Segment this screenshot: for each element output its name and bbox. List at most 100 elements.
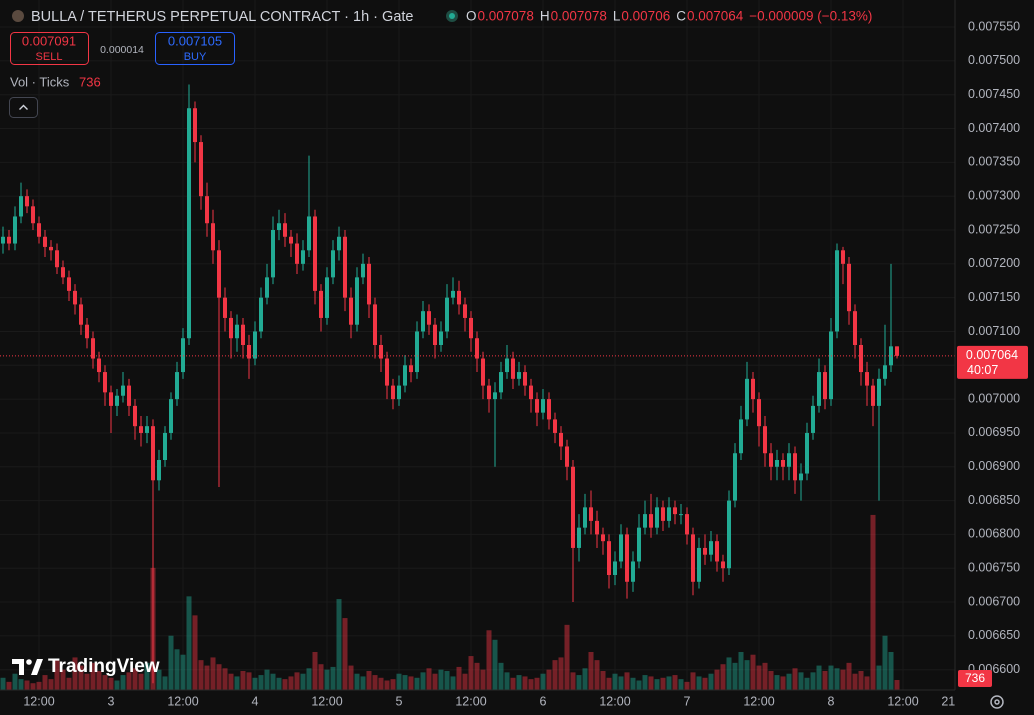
volume-bar [342,618,348,690]
candle-body [787,453,791,467]
ohlc-value: 0.00706 [621,9,670,24]
x-tick-label: 12:00 [23,694,54,708]
volume-badge-label: 736 [965,671,985,685]
candle-body [763,426,767,454]
gear-hub [994,699,1000,705]
volume-bar [582,668,588,690]
candle-body [241,324,245,345]
chart-title: BULLA / TETHERUS PERPETUAL CONTRACT · 1h… [31,9,413,25]
candle-body [361,263,365,278]
ohlc-key: C [676,9,686,24]
candle-body [481,358,485,386]
candle-body [403,365,407,386]
buy-button[interactable] [155,32,235,65]
volume-bar [732,662,738,690]
candle-body [475,338,479,359]
volume-bar [876,665,882,690]
candle-body [895,346,899,356]
sell-button[interactable] [10,32,89,65]
volume-bar [570,672,576,690]
volume-bar [72,657,78,690]
candle-body [133,405,137,427]
volume-bar [330,666,336,690]
volume-bar [708,673,714,690]
collapse-button[interactable] [9,97,38,118]
y-tick-label: 0.007400 [968,121,1020,135]
volume-bar [132,668,138,690]
candle-body [499,372,503,393]
volume-bar [726,657,732,690]
volume-bar [750,654,756,690]
x-tick-label: 4 [252,694,259,708]
volume-bar [528,679,534,690]
candle-body [385,358,389,386]
volume-bar [894,680,900,690]
ohlc-key: H [540,9,550,24]
candle-body [181,338,185,373]
candle-body [367,263,371,305]
candle-body [805,432,809,474]
volume-bar [696,676,702,690]
volume-bar [42,675,48,690]
candle-body [343,236,347,298]
candle-body [85,324,89,339]
ohlc-key: L [613,9,621,24]
candle-body [511,358,515,379]
volume-bar [360,676,366,690]
volume-bar [228,673,234,690]
volume-bar [690,672,696,690]
volume-bar [438,669,444,690]
volume-bar [288,676,294,690]
candle-body [571,466,575,548]
candle-body [19,196,23,217]
sell-label: SELL [36,51,63,63]
volume-bar [558,657,564,690]
candle-body [757,399,761,427]
candle-body [187,108,191,339]
volume-bar [210,657,216,690]
candle-body [421,311,425,332]
candle-body [841,250,845,264]
volume-bar [516,675,522,690]
volume-bar [828,665,834,690]
candle-body [547,399,551,420]
candle-body [259,297,263,332]
settings-icon[interactable] [990,695,1004,709]
ohlc-key: O [466,9,477,24]
candle-body [73,290,77,305]
volume-bar [162,676,168,690]
candle-body [265,277,269,298]
candle-body [637,527,641,562]
volume-bar [816,665,822,690]
candle-body [409,365,413,373]
axes: 0.0066000.0066500.0067000.0067500.006800… [23,19,1034,715]
volume-bar [204,665,210,690]
change-value: −0.000009 (−0.13%) [749,9,872,24]
y-tick-label: 0.007550 [968,19,1020,33]
volume-bar [156,669,162,690]
candle-body [493,392,497,400]
volume-bar [96,671,102,690]
candle-body [865,372,869,386]
candle-body [583,507,587,528]
x-tick-label: 12:00 [311,694,342,708]
candle-body [451,290,455,298]
time-axis [0,690,955,715]
volume-bar [648,676,654,690]
volume-bar [618,676,624,690]
volume-bar [642,675,648,690]
candle-body [595,520,599,535]
volume-bar [420,672,426,690]
ohlc-value: 0.007064 [687,9,744,24]
volume-bar [402,675,408,690]
volume-bar [174,649,180,690]
candle-body [457,290,461,305]
candle-body [529,385,533,400]
candle-body [811,405,815,433]
volume-bar [612,673,618,690]
candle-body [145,426,149,433]
volume-bar [432,673,438,690]
volume-bar [6,681,12,690]
candle-body [673,507,677,515]
volume-bar [60,669,66,690]
